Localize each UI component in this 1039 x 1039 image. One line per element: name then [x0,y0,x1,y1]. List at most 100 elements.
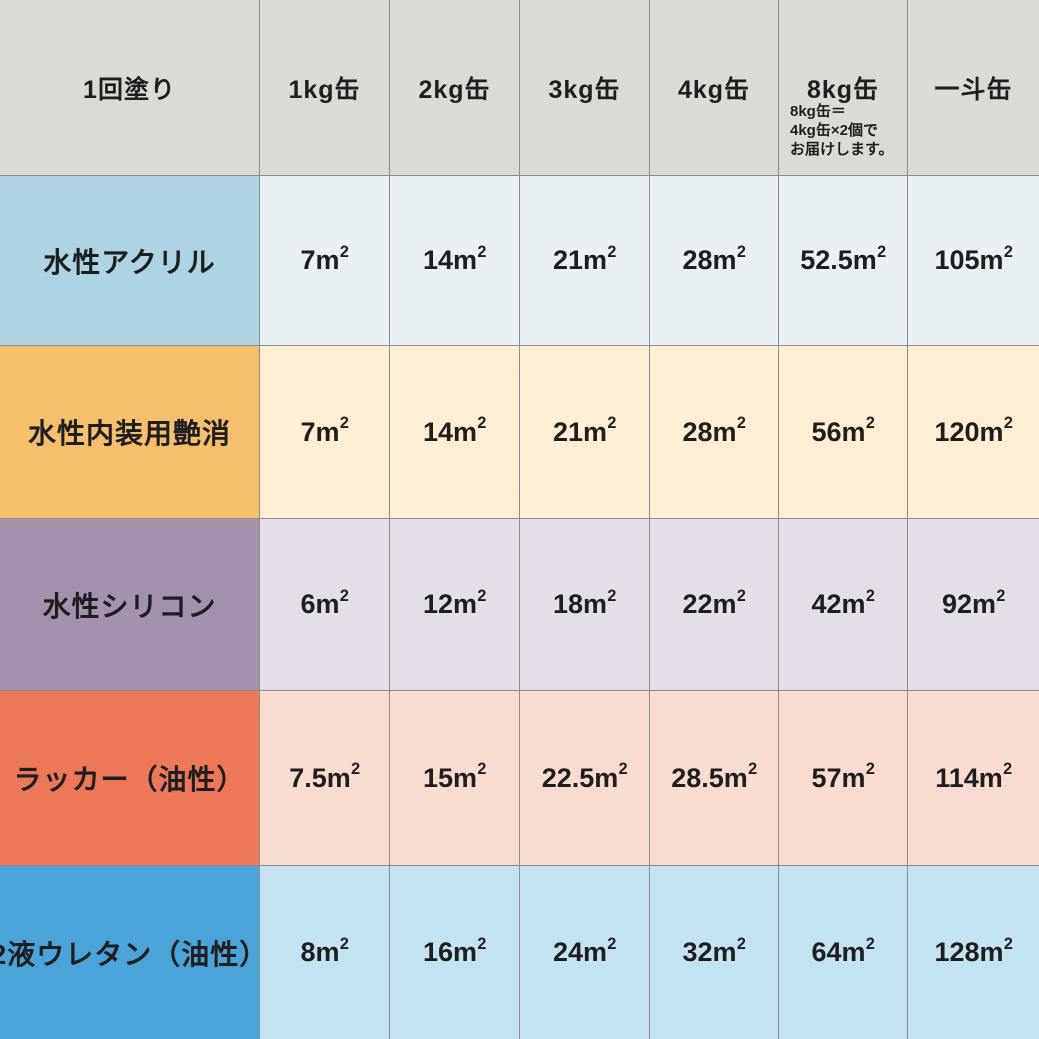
coverage-cell: 21 m2 [520,176,650,346]
coverage-cell: 105 m2 [908,176,1039,346]
note-line: 8kg缶＝ [790,103,846,120]
coverage-value: 18 [552,589,583,619]
row-label-suisei-naisou-tsuyakeshi: 水性内装用艶消 [0,346,260,519]
row-label: ラッカー（油性） [13,764,246,795]
coverage-cell: 16 m2 [390,866,520,1039]
unit-square-meter: m2 [315,934,349,967]
corner-header-label: 1回塗り [83,75,176,104]
coverage-value: 8 [300,937,316,967]
coverage-cell: 22 m2 [650,519,779,691]
unit-square-meter: m2 [583,414,617,447]
coverage-value: 7 [300,416,316,447]
column-header-itto: 一斗缶 [908,0,1039,176]
column-header-3kg: 3kg缶 [520,0,650,176]
column-header-label: 2kg缶 [418,75,491,104]
coverage-cell: 28.5 m2 [650,691,779,866]
coverage-value: 42 [811,589,842,619]
coverage-value: 24 [552,937,583,967]
coverage-value: 22 [682,589,713,619]
column-header-2kg: 2kg缶 [390,0,520,176]
coverage-cell: 22.5 m2 [520,691,650,866]
coverage-cell: 52.5 m2 [779,176,908,346]
coverage-value: 7.5 [289,762,327,793]
coverage-cell: 8 m2 [260,866,390,1039]
coverage-value: 22.5 [541,762,595,793]
coverage-cell: 92 m2 [908,519,1039,691]
column-header-label: 1kg缶 [288,75,361,104]
coverage-cell: 24 m2 [520,866,650,1039]
unit-square-meter: m2 [453,586,487,619]
coverage-value: 64 [811,937,842,967]
unit-square-meter: m2 [583,934,617,967]
table-row: 水性シリコン 6 m2 12 m2 18 m2 22 m2 42 m2 92 m2 [0,519,1039,691]
coverage-value: 16 [422,937,453,967]
coverage-value: 32 [682,937,713,967]
8kg-can-note: 8kg缶＝ 4kg缶×2個で お届けします。 [790,102,894,159]
unit-square-meter: m2 [841,586,875,619]
coverage-value: 114 [935,762,979,793]
table-header-row: 1回塗り 1kg缶 2kg缶 3kg缶 4kg缶 8kg缶 8kg缶＝ 4kg缶… [0,0,1039,176]
table-row: 2液ウレタン（油性） 8 m2 16 m2 24 m2 32 m2 64 m2 128 m2 [0,866,1039,1039]
coverage-value: 56 [811,416,842,447]
coverage-cell: 21 m2 [520,346,650,519]
coverage-cell: 120 m2 [908,346,1039,519]
coverage-cell: 7.5 m2 [260,691,390,866]
row-label: 2液ウレタン（油性） [0,938,260,970]
coverage-cell: 6 m2 [260,519,390,691]
column-header-8kg: 8kg缶 8kg缶＝ 4kg缶×2個で お届けします。 [779,0,908,176]
coverage-value: 28.5 [671,762,724,793]
row-label-suisei-acrylic: 水性アクリル [0,176,260,346]
unit-square-meter: m2 [972,586,1006,619]
unit-square-meter: m2 [841,414,875,447]
coverage-cell: 42 m2 [779,519,908,691]
unit-square-meter: m2 [841,934,875,967]
unit-square-meter: m2 [979,242,1013,275]
row-label-suisei-silicon: 水性シリコン [0,519,260,691]
coverage-value: 28 [682,245,713,275]
coverage-cell: 12 m2 [390,519,520,691]
unit-square-meter: m2 [453,760,487,793]
unit-square-meter: m2 [712,242,746,275]
column-header-4kg: 4kg缶 [650,0,779,176]
unit-square-meter: m2 [712,586,746,619]
table-row: 水性アクリル 7 m2 14 m2 21 m2 28 m2 52.5 m2 105 m2 [0,176,1039,346]
coverage-cell: 128 m2 [908,866,1039,1039]
unit-square-meter: m2 [583,586,617,619]
coverage-value: 15 [422,762,453,793]
row-label: 水性アクリル [43,246,216,278]
coverage-cell: 56 m2 [779,346,908,519]
unit-square-meter: m2 [315,586,349,619]
coverage-cell: 14 m2 [390,176,520,346]
unit-square-meter: m2 [315,414,349,447]
row-label: 水性シリコン [42,590,217,622]
coverage-cell: 32 m2 [650,866,779,1039]
coverage-value: 128 [934,937,980,967]
coverage-cell: 18 m2 [520,519,650,691]
coverage-cell: 14 m2 [390,346,520,519]
row-label-urethane-yusei: 2液ウレタン（油性） [0,866,260,1039]
coverage-value: 21 [552,416,583,447]
note-line: お届けします。 [790,141,894,158]
coverage-value: 57 [811,762,842,793]
coverage-value: 120 [934,416,980,447]
coverage-cell: 57 m2 [779,691,908,866]
unit-square-meter: m2 [453,242,487,275]
coverage-cell: 114 m2 [908,691,1039,866]
column-header-label: 8kg缶 [806,75,880,104]
coverage-value: 21 [552,245,583,275]
coverage-cell: 7 m2 [260,176,390,346]
column-header-1kg: 1kg缶 [260,0,390,176]
row-label: 水性内装用艶消 [27,418,231,449]
unit-square-meter: m2 [583,242,617,275]
unit-square-meter: m2 [594,760,628,793]
unit-square-meter: m2 [712,414,746,447]
coverage-value: 14 [422,416,453,447]
unit-square-meter: m2 [979,934,1013,967]
coverage-value: 105 [934,245,980,275]
coverage-cell: 15 m2 [390,691,520,866]
note-line: 4kg缶×2個で [790,122,878,139]
unit-square-meter: m2 [453,934,487,967]
unit-square-meter: m2 [453,414,487,447]
unit-square-meter: m2 [315,242,349,275]
